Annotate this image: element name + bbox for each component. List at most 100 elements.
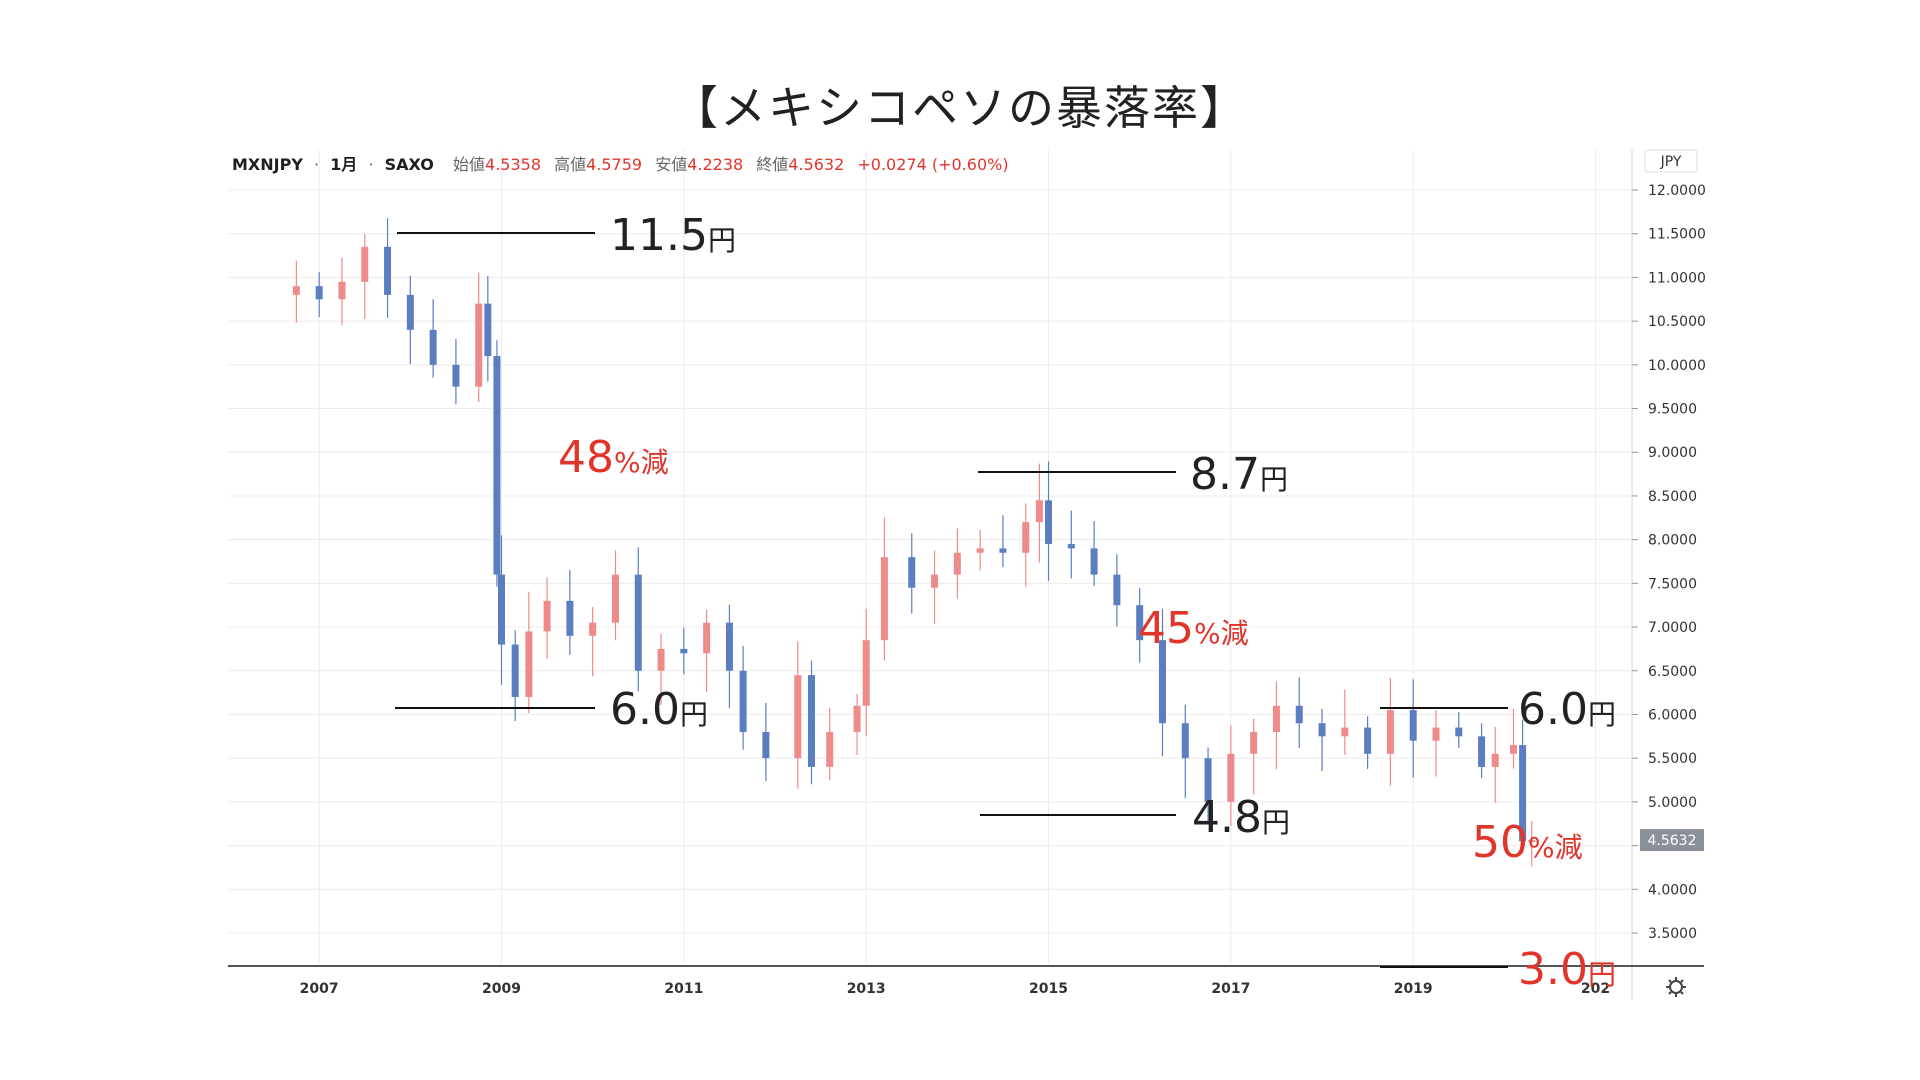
price-tick-label: 11.5000 [1648,227,1706,243]
candle-body [1113,574,1121,606]
candle [1090,520,1098,586]
time-tick-label: 2019 [1394,981,1433,997]
candle-body [999,548,1007,553]
candle [1341,689,1349,755]
candle-body [452,364,460,387]
candle-body [484,303,492,357]
open-value: 4.5358 [485,155,541,174]
candle [931,550,939,624]
candle-body [880,557,888,641]
candle-body [1491,753,1499,767]
candle-body [976,548,984,553]
symbol: MXNJPY [232,155,303,174]
price-tick-label: 6.0000 [1648,707,1697,723]
candle-body [1022,522,1030,553]
candle [1136,588,1144,663]
candle [1295,677,1303,749]
candle [1519,719,1527,854]
candle-body [657,648,665,671]
candle-body [1158,640,1166,724]
candle [908,533,916,614]
low-value: 4.2238 [687,155,743,174]
slide-title: 【メキシコペソの暴落率】 [672,81,1248,135]
candle-body [1519,745,1527,842]
candle-body [566,600,574,636]
candle [475,272,483,402]
candle [315,272,323,318]
currency-tag[interactable] [1644,149,1698,173]
candle [1035,463,1043,563]
close-label: 終値 [756,155,788,174]
candle-body [762,731,770,759]
candle-body [406,294,414,330]
candle [406,275,414,365]
candle [1528,821,1536,867]
candle-body [1409,710,1417,741]
candle [1364,716,1372,770]
candle [525,591,533,714]
candle [1432,710,1440,777]
annotation-lines [395,232,1508,968]
candle-body [826,731,834,767]
candle [1272,681,1280,770]
candle [1227,725,1235,826]
price-tick-label: 9.5000 [1648,402,1697,418]
candle [1455,711,1463,748]
time-tick-label: 2013 [847,981,886,997]
candle-body [429,329,437,365]
candle-body [1272,705,1280,732]
candle-body [384,246,392,295]
price-tick-label: 8.5000 [1648,489,1697,505]
candle-body [1364,727,1372,754]
candle-body [908,557,916,588]
grid [228,150,1632,966]
candle-body [1318,723,1326,737]
candle [976,529,984,571]
price-tick-label: 9.0000 [1648,445,1697,461]
candle [725,604,733,709]
price-tick-label: 3.5000 [1648,926,1697,942]
close-value: 4.5632 [788,155,844,174]
candle [292,260,300,323]
candle-body [634,574,642,671]
candle [611,550,619,641]
interval: 1月 [330,155,357,174]
time-tick-label: 2009 [482,981,521,997]
candle [452,339,460,405]
candle [498,535,506,685]
candle-body [794,675,802,759]
candle [1113,554,1121,627]
candles [292,218,1536,867]
price-tick-label: 8.0000 [1648,533,1697,549]
price-tick-label: 10.0000 [1648,358,1706,374]
candle-body [493,356,501,575]
candle [657,633,665,705]
low-label: 安値 [655,155,687,174]
gear-icon[interactable] [1666,977,1686,997]
candle [361,233,369,320]
drop-label-45: 45%減 [1138,603,1249,654]
candle-body [1386,710,1394,754]
time-tick-label: 2011 [664,981,703,997]
high-label: 高値 [554,155,586,174]
candle-body [703,622,711,654]
level-label-6-0-right: 6.0円 [1518,684,1616,735]
candle-body [1090,548,1098,575]
time-axis-labels: 2007 2009 2011 2013 2015 2017 2019 202 [300,981,1610,997]
candle [853,693,861,756]
candle-body [1035,500,1043,523]
candle [1318,708,1326,772]
candle [484,276,492,382]
high-value: 4.5759 [586,155,642,174]
price-tick-label: 4.0000 [1648,882,1697,898]
last-price-badge [1640,829,1704,852]
price-axis-labels: 3.50004.00004.50005.00005.50006.00006.50… [1632,183,1706,942]
candle [762,703,770,781]
last-price-label: 4.5632 [1648,833,1697,849]
candle-body [292,286,300,295]
level-label-3-0: 3.0円 [1518,944,1616,995]
candle [1478,723,1486,779]
drop-label-50: 50%減 [1472,817,1583,868]
candle-body [1204,758,1212,802]
